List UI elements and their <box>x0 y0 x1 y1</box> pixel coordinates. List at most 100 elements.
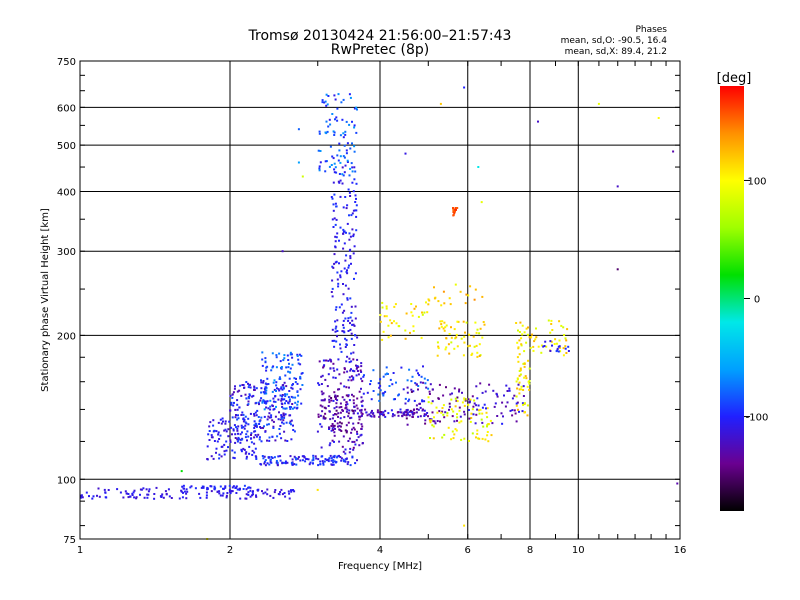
data-point <box>342 326 345 329</box>
y-axis-label: Stationary phase Virtual Height [km] <box>40 208 51 392</box>
data-point <box>79 496 82 499</box>
data-point <box>405 312 408 315</box>
data-point <box>271 404 274 407</box>
data-point <box>224 428 227 431</box>
data-point <box>324 100 327 103</box>
data-point <box>415 305 417 308</box>
data-point <box>513 394 516 397</box>
data-point <box>521 324 524 327</box>
data-point <box>410 303 413 305</box>
data-point <box>434 422 437 425</box>
data-point <box>616 268 619 271</box>
data-point <box>500 412 503 415</box>
data-point <box>360 365 363 368</box>
data-point <box>616 185 619 188</box>
data-point <box>266 439 268 442</box>
data-point <box>253 430 256 433</box>
data-point <box>447 343 450 346</box>
data-point <box>235 414 237 416</box>
data-point <box>286 354 289 357</box>
data-point <box>292 424 294 427</box>
data-point <box>328 457 331 460</box>
data-point <box>562 326 565 329</box>
data-point <box>231 449 234 452</box>
data-point <box>317 382 320 385</box>
data-point <box>301 459 304 462</box>
data-point <box>264 400 267 403</box>
data-point <box>339 226 342 229</box>
data-point <box>334 202 337 205</box>
data-point <box>265 369 268 372</box>
data-point <box>333 131 336 134</box>
data-point <box>330 429 333 432</box>
data-point <box>333 94 336 97</box>
data-point <box>456 396 459 399</box>
data-point <box>341 396 344 399</box>
data-point <box>518 381 521 384</box>
data-point <box>522 403 525 406</box>
data-point <box>186 490 189 493</box>
data-point <box>403 411 406 414</box>
data-point <box>555 342 558 345</box>
data-point <box>248 486 250 489</box>
data-point <box>245 457 248 460</box>
data-point <box>280 437 283 440</box>
x-axis-label: Frequency [MHz] <box>338 561 422 572</box>
data-point <box>368 413 371 416</box>
data-point <box>415 369 418 372</box>
data-point <box>133 489 136 492</box>
data-point <box>231 490 234 493</box>
data-point <box>251 491 254 494</box>
data-point <box>317 458 320 461</box>
data-point <box>453 420 456 423</box>
data-point <box>356 366 359 369</box>
data-point <box>297 161 300 164</box>
data-point <box>331 423 334 425</box>
data-point <box>412 325 415 328</box>
data-point <box>453 328 456 331</box>
data-point <box>353 145 356 148</box>
x-tick-label: 1 <box>77 545 83 556</box>
data-point <box>427 415 429 418</box>
data-point <box>258 438 261 441</box>
data-point <box>271 419 274 422</box>
data-point <box>350 360 353 363</box>
data-point <box>351 142 353 145</box>
data-point <box>456 419 458 422</box>
data-point <box>404 397 407 400</box>
data-point <box>346 463 349 466</box>
data-point <box>213 488 216 491</box>
data-point <box>260 440 263 443</box>
data-point <box>540 344 543 347</box>
legend-line-x: mean, sd,X: 89.4, 21.2 <box>565 47 667 57</box>
data-point <box>225 496 228 499</box>
data-point <box>210 455 213 458</box>
data-point <box>351 409 354 412</box>
data-point <box>271 390 274 393</box>
data-point <box>441 410 444 413</box>
data-point <box>369 383 372 386</box>
data-point <box>440 304 443 307</box>
data-point <box>341 173 344 176</box>
data-point <box>407 400 410 403</box>
data-point <box>353 245 356 248</box>
data-point <box>332 429 335 431</box>
data-point <box>355 106 358 109</box>
data-point <box>279 491 282 493</box>
data-point <box>340 459 343 462</box>
data-point <box>403 413 406 416</box>
data-point <box>387 324 390 327</box>
data-point <box>355 439 358 442</box>
data-point <box>331 295 334 298</box>
data-point <box>280 416 283 419</box>
data-point <box>520 388 523 391</box>
data-point <box>416 408 418 411</box>
data-point <box>253 427 256 429</box>
y-tick-label: 400 <box>57 187 76 198</box>
data-point <box>243 484 246 487</box>
data-point <box>560 324 563 327</box>
data-point <box>340 422 343 425</box>
data-point <box>236 418 239 421</box>
data-point <box>522 395 525 397</box>
data-point <box>263 408 266 411</box>
